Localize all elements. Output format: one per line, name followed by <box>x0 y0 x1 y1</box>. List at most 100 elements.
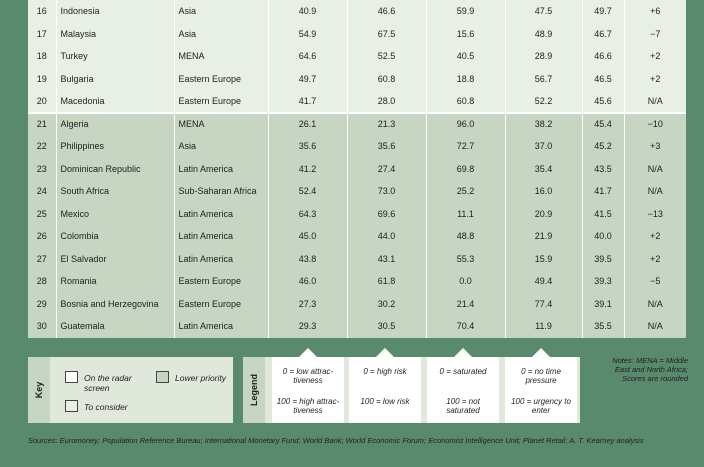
overall-score-cell: 46.5 <box>582 67 625 90</box>
score-1-cell: 45.0 <box>268 225 348 248</box>
table-row: 20 Macedonia Eastern Europe 41.7 28.0 60.8 52.… <box>28 90 686 113</box>
region-cell: Eastern Europe <box>174 90 269 113</box>
score-3-cell: 59.9 <box>426 0 506 23</box>
legend-saturated: 0 = saturated <box>439 367 487 376</box>
rank-cell: 21 <box>28 111 57 135</box>
score-4-cell: 15.9 <box>505 247 583 270</box>
region-cell: Latin America <box>174 225 269 248</box>
score-2-cell: 67.5 <box>347 22 427 45</box>
country-cell: Mexico <box>56 202 175 225</box>
score-2-cell: 60.8 <box>347 67 427 90</box>
legend-attractiveness: 0 = low attrac­tiveness 100 = high attra… <box>272 348 344 423</box>
arrow-up-icon <box>532 348 550 357</box>
rank-change-cell: N/A <box>624 90 686 113</box>
rank-change-cell: +2 <box>624 45 686 68</box>
swatch-consider <box>65 400 78 412</box>
overall-score-cell: 39.5 <box>582 247 625 270</box>
country-cell: Colombia <box>56 225 175 248</box>
score-1-cell: 54.9 <box>268 22 348 45</box>
score-1-cell: 26.1 <box>268 111 348 135</box>
score-4-cell: 56.7 <box>505 67 583 90</box>
score-3-cell: 96.0 <box>426 111 506 135</box>
score-4-cell: 21.9 <box>505 225 583 248</box>
overall-score-cell: 35.5 <box>582 315 625 338</box>
rank-cell: 16 <box>28 0 57 23</box>
rank-cell: 22 <box>28 135 57 158</box>
overall-score-cell: 43.5 <box>582 157 625 180</box>
table-row: 26 Colombia Latin America 45.0 44.0 48.8 21.9 4… <box>28 225 686 248</box>
rank-cell: 28 <box>28 270 57 293</box>
country-cell: Malaysia <box>56 22 175 45</box>
table-row: 18 Turkey MENA 64.6 52.5 40.5 28.9 46.6 +2 <box>28 45 686 68</box>
score-4-cell: 35.4 <box>505 157 583 180</box>
overall-score-cell: 41.7 <box>582 180 625 203</box>
region-cell: Sub-Saharan Africa <box>174 180 269 203</box>
score-3-cell: 60.8 <box>426 90 506 113</box>
score-3-cell: 25.2 <box>426 180 506 203</box>
score-3-cell: 21.4 <box>426 292 506 315</box>
legend-title: Legend <box>249 373 259 407</box>
overall-score-cell: 45.4 <box>582 111 625 135</box>
score-4-cell: 52.2 <box>505 90 583 113</box>
sources: Sources: Euromoney; Population Reference… <box>28 436 644 445</box>
legend-not-saturated: 100 = not saturated <box>446 397 480 415</box>
region-cell: Eastern Europe <box>174 270 269 293</box>
region-cell: Eastern Europe <box>174 67 269 90</box>
score-1-cell: 29.3 <box>268 315 348 338</box>
rank-change-cell: N/A <box>624 157 686 180</box>
arrow-up-icon <box>376 348 394 357</box>
region-cell: MENA <box>174 45 269 68</box>
table-row: 27 El Salvador Latin America 43.8 43.1 55.3 15… <box>28 247 686 270</box>
table-row: 29 Bosnia and Herzegovina Eastern Europe 27… <box>28 292 686 315</box>
score-2-cell: 52.5 <box>347 45 427 68</box>
region-cell: Latin America <box>174 315 269 338</box>
rank-change-cell: −10 <box>624 111 686 135</box>
country-cell: Dominican Republic <box>56 157 175 180</box>
key-box: Key On the radar screen Lower priority T… <box>28 357 233 423</box>
table-row: 28 Romania Eastern Europe 46.0 61.8 0.0 49.4 39… <box>28 270 686 293</box>
overall-score-cell: 39.1 <box>582 292 625 315</box>
region-cell: Latin America <box>174 247 269 270</box>
score-3-cell: 70.4 <box>426 315 506 338</box>
rank-cell: 17 <box>28 22 57 45</box>
notes: Notes: MENA = Middle East and North Afri… <box>612 356 688 383</box>
legend-time-pressure: 0 = no time pressure 100 = urgency to en… <box>505 348 577 423</box>
score-1-cell: 27.3 <box>268 292 348 315</box>
legend-no-time-pressure: 0 = no time pressure <box>521 367 561 385</box>
legend-urgency: 100 = urgency to enter <box>511 397 571 415</box>
country-cell: South Africa <box>56 180 175 203</box>
country-cell: Bulgaria <box>56 67 175 90</box>
arrow-up-icon <box>454 348 472 357</box>
country-cell: Philippines <box>56 135 175 158</box>
country-ranking-table: 16 Indonesia Asia 40.9 46.6 59.9 47.5 49.7 +6 17 M… <box>28 0 686 338</box>
legend-risk-low: 100 = low risk <box>360 397 410 406</box>
rank-change-cell: +2 <box>624 225 686 248</box>
rank-cell: 23 <box>28 157 57 180</box>
rank-cell: 24 <box>28 180 57 203</box>
rank-change-cell: +2 <box>624 67 686 90</box>
rank-cell: 20 <box>28 90 57 113</box>
score-1-cell: 35.6 <box>268 135 348 158</box>
key-radar-label: On the radar screen <box>84 373 132 393</box>
rank-cell: 25 <box>28 202 57 225</box>
table-row: 21 Algeria MENA 26.1 21.3 96.0 38.2 45.4 −10 <box>28 111 686 135</box>
key-label: Key <box>28 357 50 423</box>
table-row: 17 Malaysia Asia 54.9 67.5 15.6 48.9 46.7 −7 <box>28 22 686 45</box>
region-cell: MENA <box>174 111 269 135</box>
score-4-cell: 11.9 <box>505 315 583 338</box>
score-4-cell: 28.9 <box>505 45 583 68</box>
score-4-cell: 77.4 <box>505 292 583 315</box>
swatch-lower <box>156 371 169 383</box>
rank-change-cell: N/A <box>624 315 686 338</box>
overall-score-cell: 40.0 <box>582 225 625 248</box>
score-1-cell: 46.0 <box>268 270 348 293</box>
rank-cell: 29 <box>28 292 57 315</box>
rank-cell: 30 <box>28 315 57 338</box>
table-row: 22 Philippines Asia 35.6 35.6 72.7 37.0 45.2 +3 <box>28 135 686 158</box>
region-cell: Asia <box>174 0 269 23</box>
score-3-cell: 69.8 <box>426 157 506 180</box>
score-4-cell: 49.4 <box>505 270 583 293</box>
key-consider-label: To consider <box>84 402 128 412</box>
score-4-cell: 48.9 <box>505 22 583 45</box>
score-2-cell: 44.0 <box>347 225 427 248</box>
